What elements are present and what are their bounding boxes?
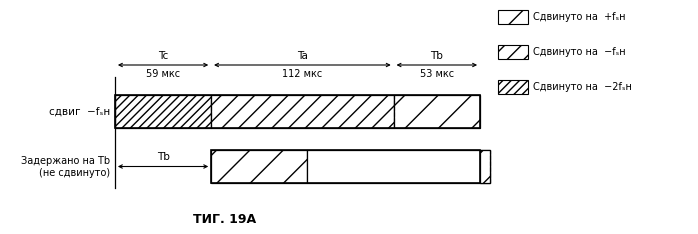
Text: Сдвинуто на  +fₛʜ: Сдвинуто на +fₛʜ [533,12,625,22]
Text: Tb: Tb [156,153,170,162]
Bar [115,95,480,128]
Text: Ta: Ta [297,51,308,61]
Text: ΤИГ. 19А: ΤИГ. 19А [193,213,256,226]
Text: Tc: Tc [158,51,168,61]
Bar [211,150,480,183]
Text: Tb: Tb [431,51,443,61]
Bar [211,95,394,128]
Text: 53 мкс: 53 мкс [419,69,454,79]
Text: 59 мкс: 59 мкс [146,69,180,79]
Text: Сдвинуто на  −fₛʜ: Сдвинуто на −fₛʜ [533,47,625,57]
Text: Сдвинуто на  −2fₛʜ: Сдвинуто на −2fₛʜ [533,82,632,92]
Bar [498,80,528,94]
Text: 112 мкс: 112 мкс [282,69,322,79]
Text: (не сдвинуто): (не сдвинуто) [39,168,110,179]
Bar [480,150,490,183]
Bar [307,150,490,183]
Bar [498,10,528,24]
Bar [394,95,480,128]
Text: сдвиг  −fₛʜ: сдвиг −fₛʜ [49,106,110,117]
Text: Задержано на Tb: Задержано на Tb [21,157,110,167]
Bar [211,150,307,183]
Bar [498,45,528,59]
Bar [115,95,211,128]
